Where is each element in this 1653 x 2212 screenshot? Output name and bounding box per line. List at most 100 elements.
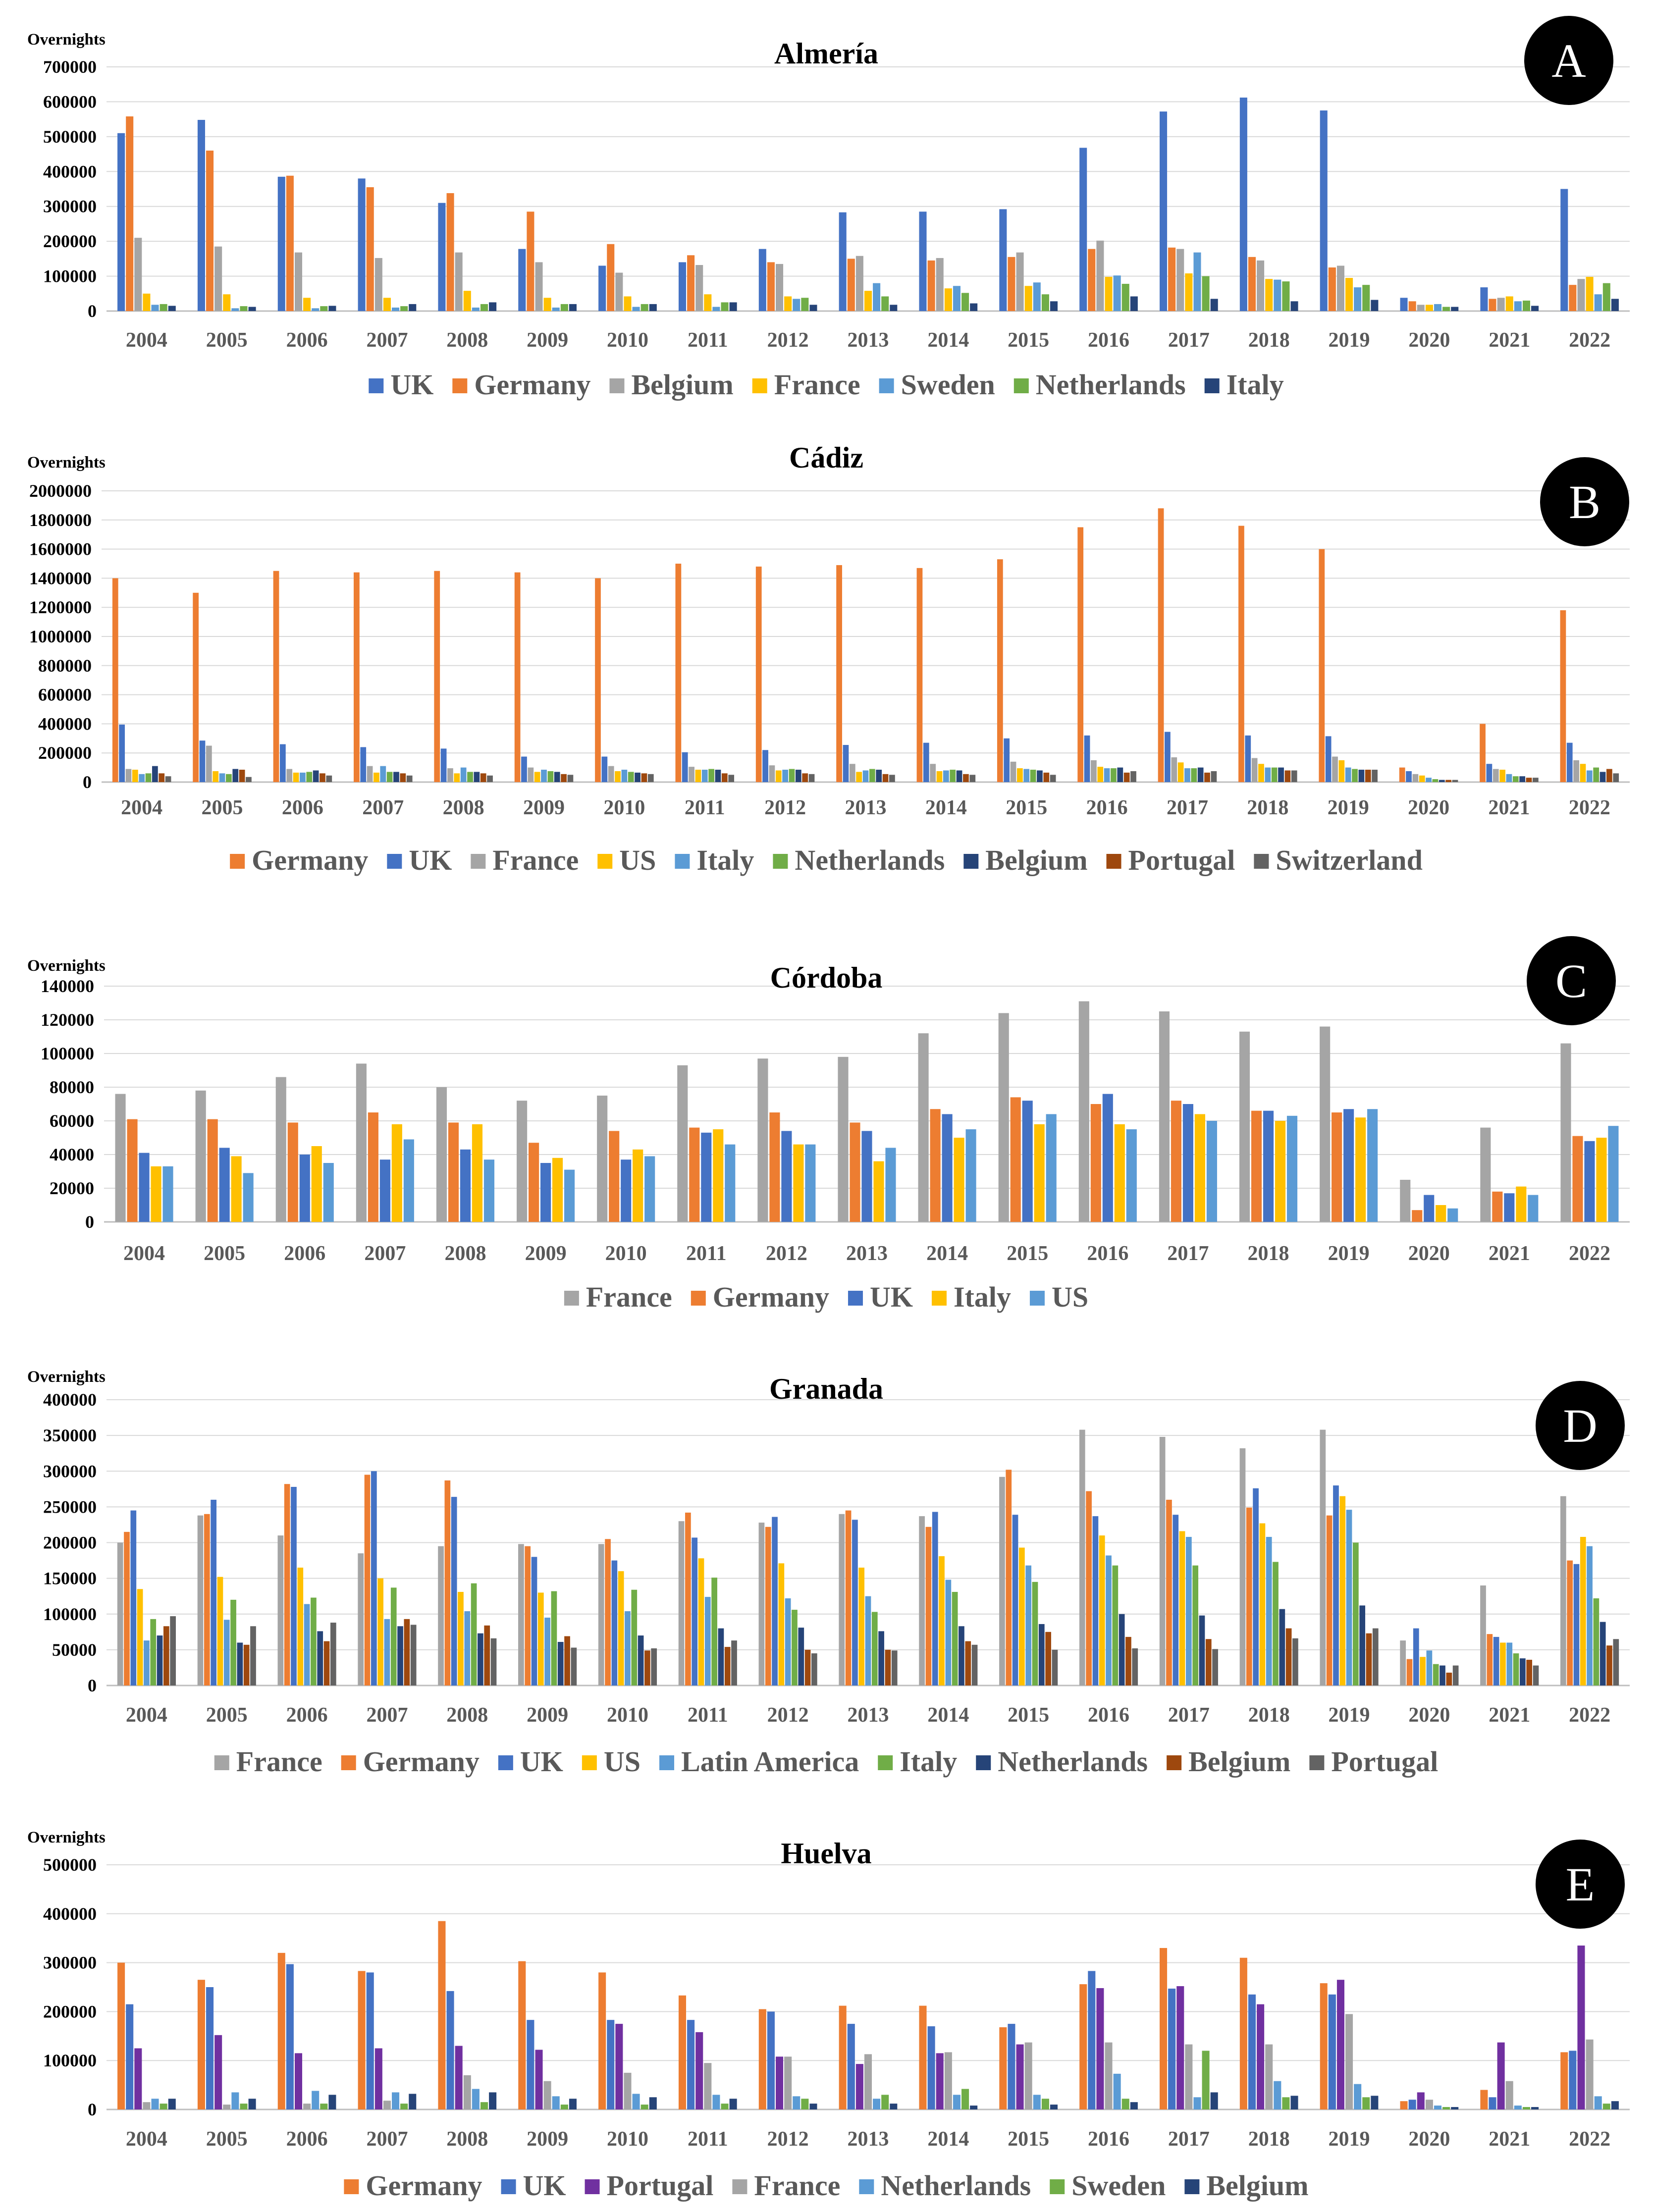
bar-france-2018 — [1239, 1448, 1246, 1685]
bar-germany-2010 — [595, 578, 601, 782]
bar-uk-2004 — [117, 133, 125, 311]
legend-swatch — [1013, 378, 1029, 393]
bar-latin-america-2009 — [544, 1617, 550, 1685]
bar-belgium-2017 — [1210, 2092, 1218, 2109]
bar-uk-2017 — [1182, 1104, 1193, 1222]
bar-uk-2010 — [598, 265, 606, 311]
bar-switzerland-2009 — [567, 775, 574, 782]
bar-germany-2004 — [126, 116, 134, 311]
bar-sweden-2008 — [472, 307, 480, 311]
bar-germany-2015 — [1010, 1097, 1021, 1222]
bar-switzerland-2022 — [1613, 773, 1619, 782]
bar-germany-2014 — [930, 1109, 941, 1222]
legend: UK Germany Belgium France Sweden Netherlands I… — [369, 369, 1284, 401]
bar-portugal-2004 — [159, 773, 165, 782]
bar-germany-2014 — [925, 1527, 932, 1685]
bar-sweden-2004 — [160, 2104, 167, 2109]
bar-germany-2006 — [287, 1122, 298, 1222]
bar-us-2019 — [1339, 1496, 1346, 1685]
bar-netherlands-2021 — [1519, 1658, 1526, 1685]
bar-france-2009 — [517, 1101, 528, 1222]
bar-portugal-2022 — [1606, 769, 1612, 782]
bar-germany-2008 — [444, 1480, 451, 1685]
bar-uk-2008 — [440, 748, 447, 782]
bar-uk-2010 — [601, 756, 608, 782]
bar-germany-2006 — [273, 571, 279, 782]
bar-france-2011 — [677, 1065, 688, 1222]
bar-us-2010 — [618, 1571, 624, 1685]
panel-badge — [1527, 936, 1616, 1025]
bar-germany-2017 — [1160, 1948, 1168, 2109]
bar-us-2016 — [1097, 767, 1104, 782]
bar-belgium-2007 — [374, 258, 382, 311]
bar-italy-2016 — [1114, 1124, 1125, 1222]
bar-latin-america-2015 — [1025, 1565, 1032, 1685]
bar-italy-2020 — [1426, 778, 1432, 782]
bar-germany-2015 — [999, 2027, 1007, 2109]
bar-germany-2019 — [1319, 549, 1325, 782]
bar-germany-2021 — [1489, 299, 1496, 311]
bar-belgium-2006 — [323, 1641, 330, 1685]
legend-label: Belgium — [631, 369, 733, 401]
bars — [117, 1429, 1619, 1685]
x-tick-label: 2014 — [926, 1242, 968, 1265]
x-tick-label: 2017 — [1167, 796, 1208, 819]
bar-belgium-2019 — [1366, 1633, 1372, 1685]
legend-swatch — [732, 2179, 747, 2194]
bar-latin-america-2013 — [865, 1596, 871, 1685]
bar-portugal-2005 — [239, 770, 245, 782]
bar-belgium-2020 — [1451, 2107, 1459, 2109]
bar-netherlands-2011 — [721, 302, 729, 311]
legend-label: Germany — [713, 1281, 829, 1313]
bar-italy-2004 — [168, 306, 176, 311]
bar-france-2015 — [998, 1013, 1009, 1222]
bar-portugal-2010 — [615, 2024, 623, 2109]
bar-portugal-2020 — [1452, 1665, 1459, 1685]
bar-belgium-2021 — [1531, 2107, 1539, 2109]
bar-france-2005 — [206, 745, 212, 782]
bar-belgium-2016 — [1130, 2102, 1138, 2109]
bar-sweden-2014 — [953, 286, 960, 311]
bar-germany-2018 — [1251, 1110, 1262, 1222]
bar-belgium-2017 — [1197, 767, 1204, 782]
legend-swatch — [471, 854, 486, 869]
bar-uk-2021 — [1486, 764, 1493, 782]
legend-label: US — [1052, 1281, 1088, 1313]
bar-france-2008 — [447, 768, 453, 782]
bar-uk-2005 — [197, 120, 205, 311]
y-axis-label: Overnights — [27, 957, 106, 975]
bar-italy-2016 — [1112, 1565, 1119, 1685]
bar-portugal-2019 — [1372, 1628, 1379, 1685]
x-tick-label: 2006 — [284, 1242, 325, 1265]
bar-uk-2015 — [1012, 1515, 1018, 1685]
y-tick-label: 0 — [88, 301, 97, 321]
legend-swatch — [1029, 1291, 1045, 1306]
bar-us-2011 — [695, 770, 701, 782]
bar-germany-2015 — [1008, 257, 1015, 311]
bar-belgium-2006 — [294, 252, 303, 311]
bar-switzerland-2011 — [728, 775, 735, 782]
bar-belgium-2015 — [1016, 252, 1024, 311]
bar-belgium-2005 — [214, 246, 222, 311]
bar-italy-2007 — [380, 766, 386, 782]
bar-uk-2017 — [1165, 732, 1171, 782]
bar-italy-2022 — [1593, 1598, 1600, 1685]
legend-label: France — [586, 1281, 672, 1313]
bar-france-2010 — [624, 296, 632, 311]
bar-germany-2019 — [1332, 1112, 1342, 1222]
bar-france-2007 — [383, 2101, 391, 2109]
legend: France Germany UK Italy US — [564, 1281, 1088, 1313]
bar-netherlands-2018 — [1271, 767, 1278, 782]
bar-germany-2013 — [847, 259, 855, 311]
bar-sweden-2006 — [312, 308, 320, 311]
bar-netherlands-2012 — [793, 2096, 800, 2109]
bar-italy-2020 — [1451, 307, 1459, 311]
bar-uk-2005 — [211, 1499, 217, 1685]
bar-netherlands-2022 — [1602, 283, 1610, 311]
bar-uk-2007 — [366, 1972, 374, 2109]
bar-us-2015 — [1046, 1114, 1057, 1222]
x-tick-label: 2022 — [1569, 796, 1610, 819]
bar-france-2018 — [1251, 758, 1258, 782]
bar-portugal-2011 — [721, 773, 728, 782]
